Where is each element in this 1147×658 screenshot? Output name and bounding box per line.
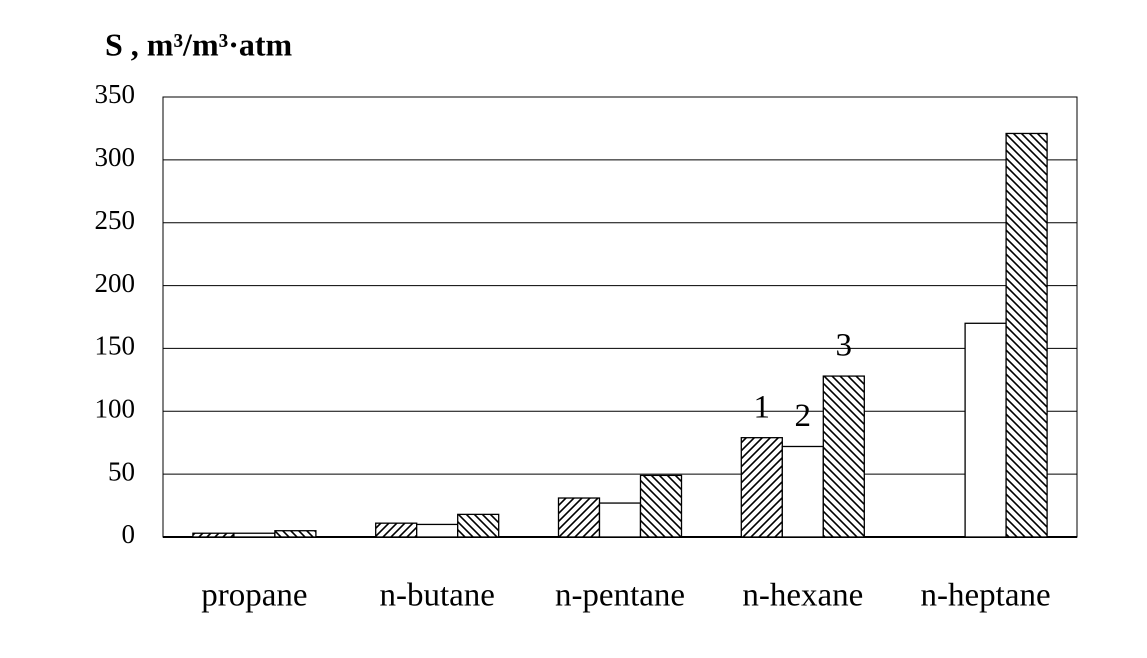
bar: [822, 375, 865, 538]
bar: [740, 437, 783, 538]
x-tick-label: n-butane: [379, 578, 494, 614]
legend-label: 1: [754, 389, 771, 425]
bar: [375, 522, 418, 538]
bar: [557, 497, 601, 538]
plot-frame: [162, 96, 1078, 538]
y-tick-label: 100: [95, 393, 136, 423]
bar: [598, 502, 642, 538]
y-tick-label: 150: [95, 331, 136, 361]
x-tick-label: n-hexane: [742, 578, 863, 614]
bar: [781, 445, 824, 538]
x-tick-label: n-pentane: [555, 578, 685, 614]
bar: [457, 513, 500, 538]
bar: [416, 523, 459, 538]
chart-title: S , m³/m³·atm: [105, 26, 293, 62]
bar: [192, 532, 235, 538]
y-tick-label: 350: [95, 79, 136, 109]
bar: [639, 474, 683, 538]
bar: [1005, 132, 1048, 538]
bar: [233, 532, 276, 538]
bar: [964, 322, 1007, 538]
y-tick-label: 0: [122, 519, 136, 549]
y-tick-label: 250: [95, 205, 136, 235]
legend-label: 2: [795, 398, 812, 434]
bar: [274, 530, 317, 538]
x-tick-label: n-heptane: [921, 578, 1051, 614]
y-tick-label: 300: [95, 142, 136, 172]
y-tick-label: 50: [108, 456, 135, 486]
y-tick-label: 200: [95, 268, 136, 298]
legend-label: 3: [836, 328, 853, 364]
x-tick-label: propane: [201, 578, 307, 614]
